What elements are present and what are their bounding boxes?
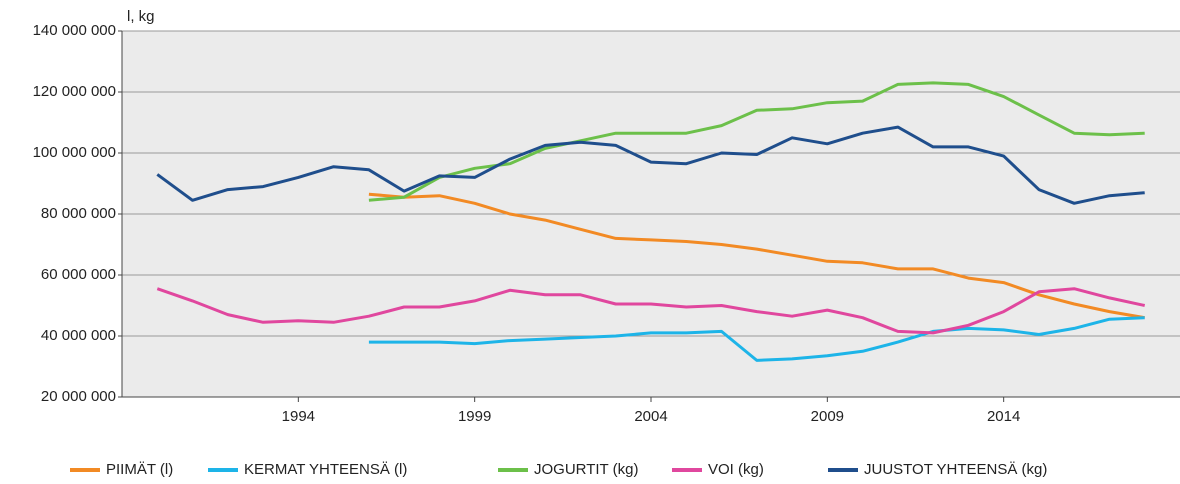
y-tick-label: 140 000 000 (33, 22, 116, 39)
y-tick-label: 40 000 000 (41, 327, 116, 344)
y-tick-label: 20 000 000 (41, 388, 116, 405)
series-line (156, 125, 1145, 205)
y-tick-label: 80 000 000 (41, 205, 116, 222)
legend-label: JUUSTOT YHTEENSÄ (kg) (864, 461, 1047, 478)
x-tick-label: 1994 (282, 408, 315, 425)
y-tick-label: 60 000 000 (41, 266, 116, 283)
x-tick-label: 2014 (987, 408, 1020, 425)
series-line (156, 287, 1146, 335)
x-tick-label: 2004 (634, 408, 667, 425)
y-axis-label: l, kg (127, 8, 155, 25)
y-tick-label: 120 000 000 (33, 83, 116, 100)
x-tick-label: 2009 (811, 408, 844, 425)
y-tick-label: 100 000 000 (33, 144, 116, 161)
legend-label: JOGURTIT (kg) (534, 461, 638, 478)
x-tick-label: 1999 (458, 408, 491, 425)
legend-label: PIIMÄT (l) (106, 461, 173, 478)
series-line (368, 192, 1145, 320)
legend-label: VOI (kg) (708, 461, 764, 478)
series-line (368, 316, 1145, 362)
legend-label: KERMAT YHTEENSÄ (l) (244, 461, 407, 478)
